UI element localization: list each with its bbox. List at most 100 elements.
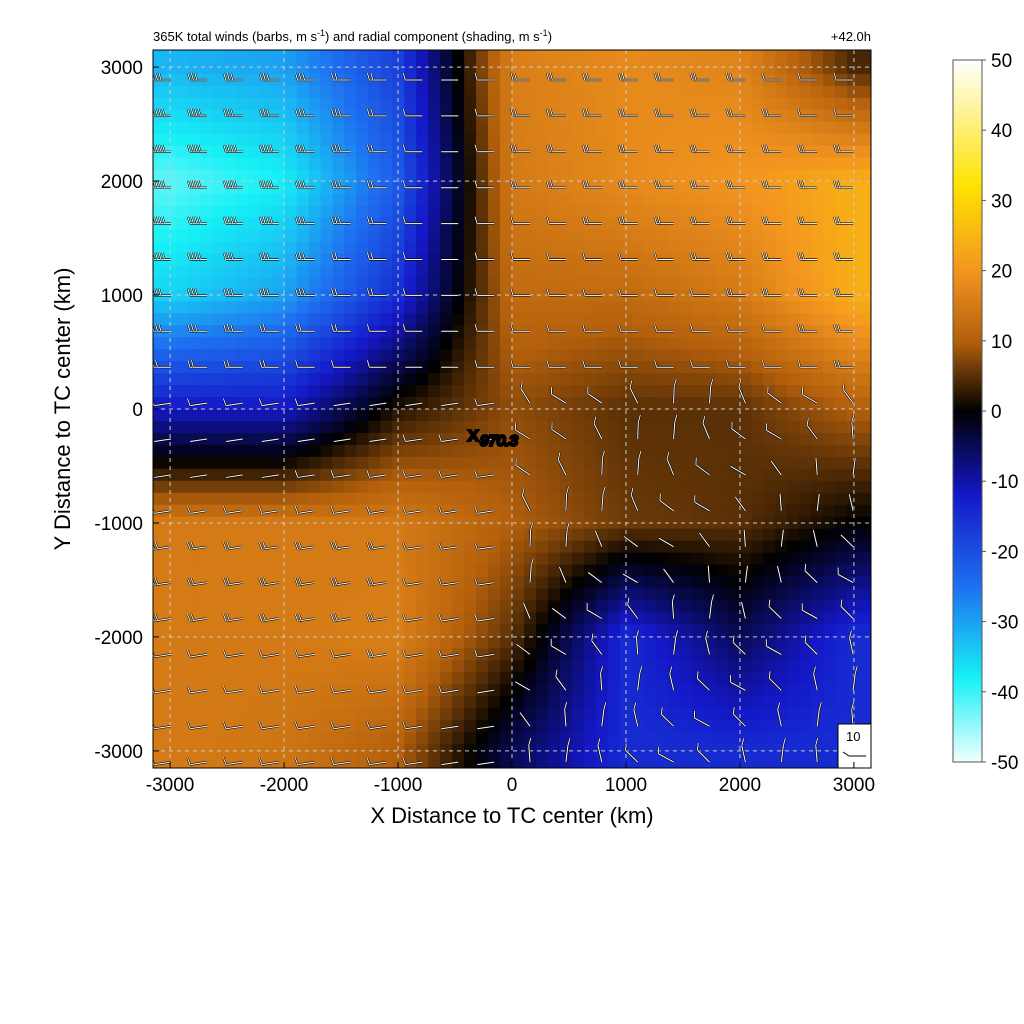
- heatmap-cell: [751, 420, 764, 434]
- heatmap-cell: [655, 133, 669, 147]
- heatmap-cell: [332, 85, 346, 99]
- heatmap-cell: [476, 756, 489, 768]
- heatmap-cell: [236, 109, 250, 123]
- heatmap-cell: [416, 229, 429, 243]
- heatmap-cell: [200, 528, 214, 542]
- heatmap-cell: [368, 444, 381, 458]
- heatmap-cell: [356, 612, 369, 625]
- heatmap-cell: [859, 588, 871, 602]
- heatmap-cell: [595, 708, 609, 721]
- heatmap-cell: [488, 504, 501, 518]
- heatmap-cell: [464, 444, 477, 458]
- heatmap-cell: [799, 265, 812, 278]
- wind-barb: [473, 505, 495, 515]
- heatmap-cell: [607, 73, 621, 87]
- wind-barb: [694, 457, 711, 476]
- heatmap-cell: [153, 492, 166, 506]
- wind-barb: [510, 72, 530, 82]
- wind-barb: [653, 252, 674, 261]
- heatmap-cell: [284, 409, 298, 422]
- heatmap-cell: [428, 600, 441, 614]
- wind-barb: [473, 649, 495, 659]
- heatmap-cell: [392, 420, 405, 434]
- heatmap-cell: [823, 732, 836, 745]
- heatmap-cell: [703, 145, 717, 159]
- heatmap-cell: [392, 708, 405, 721]
- heatmap-cell: [176, 289, 190, 302]
- heatmap-cell: [153, 756, 166, 768]
- heatmap-cell: [559, 85, 573, 99]
- heatmap-cell: [859, 325, 871, 338]
- heatmap-cell: [212, 373, 226, 386]
- heatmap-cell: [416, 432, 429, 446]
- heatmap-cell: [320, 397, 334, 410]
- heatmap-cell: [212, 133, 226, 147]
- heatmap-cell: [332, 492, 346, 506]
- heatmap-cell: [691, 612, 705, 625]
- heatmap-cell: [595, 720, 609, 733]
- heatmap-cell: [392, 660, 405, 673]
- heatmap-cell: [859, 444, 871, 458]
- heatmap-cell: [200, 480, 214, 494]
- heatmap-cell: [727, 397, 740, 410]
- heatmap-cell: [236, 205, 250, 219]
- heatmap-cell: [512, 660, 525, 673]
- heatmap-cell: [595, 444, 609, 458]
- heatmap-cell: [811, 684, 824, 697]
- heatmap-cell: [200, 648, 214, 661]
- heatmap-cell: [344, 109, 358, 123]
- heatmap-cell: [284, 756, 298, 768]
- heatmap-cell: [571, 540, 585, 554]
- wind-barb: [586, 386, 603, 405]
- heatmap-cell: [595, 313, 609, 326]
- heatmap-cell: [428, 133, 441, 147]
- heatmap-cell: [176, 588, 190, 602]
- heatmap-cell: [344, 385, 358, 398]
- heatmap-cell: [571, 444, 585, 458]
- heatmap-cell: [811, 397, 824, 410]
- heatmap-cell: [739, 456, 752, 470]
- heatmap-cell: [751, 193, 764, 207]
- heatmap-cell: [200, 588, 214, 602]
- heatmap-cell: [380, 732, 393, 745]
- wind-barb: [653, 180, 674, 189]
- heatmap-cell: [547, 409, 561, 422]
- heatmap-cell: [547, 576, 561, 590]
- heatmap-cell: [739, 420, 752, 434]
- wind-barb: [401, 541, 423, 551]
- heatmap-cell: [188, 241, 202, 255]
- heatmap-cell: [236, 624, 250, 637]
- heatmap-cell: [236, 169, 250, 183]
- heatmap-cell: [332, 373, 346, 386]
- heatmap-cell: [224, 636, 238, 649]
- heatmap-cell: [715, 588, 728, 602]
- heatmap-cell: [260, 385, 274, 398]
- heatmap-cell: [571, 397, 585, 410]
- heatmap-cell: [667, 73, 681, 87]
- heatmap-cell: [296, 492, 310, 506]
- heatmap-cell: [296, 229, 310, 243]
- heatmap-cell: [799, 121, 812, 135]
- wind-barb: [725, 144, 746, 153]
- heatmap-cell: [703, 612, 717, 625]
- heatmap-cell: [212, 600, 226, 614]
- heatmap-cell: [775, 660, 788, 673]
- heatmap-cell: [452, 169, 465, 183]
- heatmap-cell: [775, 133, 788, 147]
- heatmap-cell: [200, 636, 214, 649]
- heatmap-cell: [559, 576, 573, 590]
- heatmap-cell: [643, 528, 657, 542]
- heatmap-cell: [547, 504, 561, 518]
- heatmap-cell: [691, 241, 705, 255]
- heatmap-cell: [464, 588, 477, 602]
- heatmap-cell: [332, 672, 346, 685]
- heatmap-cell: [619, 409, 633, 422]
- heatmap-cell: [859, 181, 871, 195]
- heatmap-cell: [176, 660, 190, 673]
- heatmap-cell: [356, 361, 369, 374]
- heatmap-cell: [284, 289, 298, 302]
- heatmap-cell: [859, 492, 871, 506]
- heatmap-cell: [823, 265, 836, 278]
- heatmap-cell: [859, 349, 871, 362]
- heatmap-cell: [200, 409, 214, 422]
